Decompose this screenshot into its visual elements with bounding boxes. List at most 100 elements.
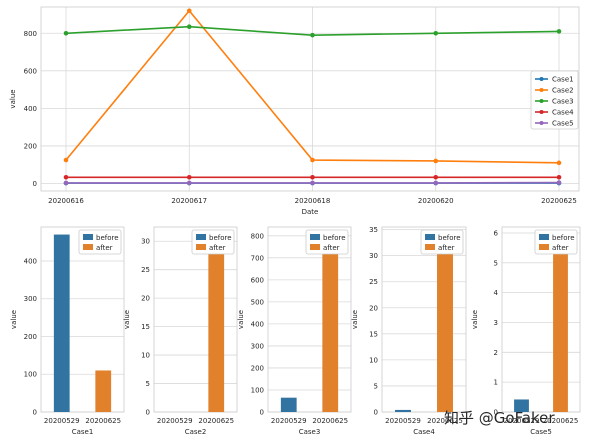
x-tick-label: 20200625 [198, 417, 234, 425]
bar-chart-case5: 0 1 2 3 4 5 6 20200529 20200625 Case5 value before a… [471, 226, 581, 436]
y-tick-label: 30 [141, 238, 150, 246]
y-tick-label: 600 [251, 276, 264, 284]
data-point-case3 [556, 29, 562, 34]
y-tick-label: 0 [494, 409, 498, 417]
y-tick-label: 100 [24, 371, 37, 379]
data-point-case2 [556, 160, 562, 166]
legend-marker-case1 [539, 77, 544, 81]
bar-chart-case4: 0 5 10 15 20 25 30 35 20200529 20200625 Case4 value… [351, 226, 467, 436]
bar-after-20200625 [553, 235, 568, 412]
x-axis-label: Case4 [413, 428, 435, 436]
y-tick-label: 400 [251, 320, 264, 328]
x-axis-label: Case5 [530, 428, 552, 436]
x-tick-label: 20200617 [171, 197, 207, 205]
legend-label: Case5 [552, 120, 574, 128]
y-tick-label: 1 [494, 379, 498, 387]
data-point-case4 [310, 174, 315, 180]
legend-swatch-after [539, 244, 549, 250]
data-point-case2 [433, 158, 439, 164]
y-tick-label: 400 [24, 105, 37, 113]
y-axis-label: value [10, 310, 18, 329]
bar-before-20200529 [53, 234, 70, 412]
x-tick-label: 20200625 [312, 417, 348, 425]
legend-label: Case4 [552, 109, 574, 117]
plot-area-frame [381, 226, 467, 413]
x-axis-label: Case2 [185, 428, 207, 436]
legend-label: Case2 [552, 87, 574, 95]
data-point-case5 [433, 180, 439, 186]
legend-swatch-after [196, 244, 206, 250]
y-tick-label: 25 [141, 266, 150, 274]
y-tick-label: 100 [251, 386, 264, 394]
y-tick-label: 700 [251, 254, 264, 262]
x-axis-label: Case1 [72, 428, 94, 436]
legend-label: after [552, 244, 569, 252]
y-tick-label: 200 [251, 364, 264, 372]
legend-swatch-after [83, 244, 93, 250]
bar-after-20200625 [322, 233, 339, 412]
y-tick-label: 0 [146, 409, 150, 417]
bar-chart-case1: 0 100 200 300 400 20200529 20200625 Case1 value b… [10, 226, 125, 436]
legend-label: after [96, 244, 113, 252]
y-tick-label: 10 [369, 356, 378, 364]
legend-label: Case3 [552, 98, 574, 106]
y-tick-label: 5 [146, 380, 150, 388]
data-point-case4 [63, 174, 69, 180]
x-tick-label: 20200625 [543, 417, 579, 425]
bar-before-20200529 [395, 409, 411, 412]
y-tick-label: 2 [494, 349, 498, 357]
legend-swatch-after [425, 244, 435, 250]
data-point-case2 [63, 157, 69, 163]
data-point-case2 [186, 8, 192, 14]
data-point-case5 [186, 180, 192, 186]
y-tick-label: 0 [33, 180, 37, 188]
data-point-case3 [63, 30, 69, 36]
bar-before-20200529 [280, 397, 297, 412]
plot-area-frame [267, 226, 352, 413]
legend-swatch-before [196, 234, 206, 240]
y-tick-label: 400 [24, 257, 37, 265]
legend-swatch-before [83, 234, 93, 240]
y-tick-label: 800 [24, 30, 37, 38]
bar-chart-case2: 0 5 10 15 20 25 30 20200529 20200625 Case2 value be… [123, 226, 238, 436]
data-point-case5 [310, 180, 315, 186]
y-tick-label: 4 [494, 289, 499, 297]
y-axis-label: value [351, 310, 359, 329]
legend-label: after [209, 244, 226, 252]
y-tick-label: 20 [369, 304, 378, 312]
x-tick-label: 20200625 [85, 417, 121, 425]
legend-label: before [552, 234, 575, 242]
x-tick-label: 20200625 [541, 197, 577, 205]
y-tick-label: 200 [24, 142, 37, 150]
x-tick-label: 20200529 [271, 417, 307, 425]
legend-swatch-before [539, 234, 549, 240]
legend-label: before [323, 234, 346, 242]
legend-swatch-before [310, 234, 320, 240]
y-tick-label: 20 [141, 295, 150, 303]
y-tick-label: 5 [494, 259, 498, 267]
legend-box [530, 70, 579, 130]
legend-label: before [96, 234, 119, 242]
data-point-case3 [310, 32, 315, 38]
y-tick-label: 35 [369, 226, 378, 234]
x-tick-label: 20200529 [504, 417, 540, 425]
plot-area-frame [40, 226, 125, 413]
x-tick-label: 20200616 [48, 197, 84, 205]
legend-marker-case4 [539, 110, 544, 114]
data-point-case2 [310, 157, 315, 163]
watermark-text: 知乎 @GoFaker [444, 409, 555, 427]
y-tick-label: 30 [369, 252, 378, 260]
x-tick-label: 20200620 [418, 197, 454, 205]
data-point-case5 [556, 180, 562, 185]
x-tick-label: 20200529 [385, 417, 421, 425]
data-point-case4 [556, 174, 562, 180]
bar-after-20200625 [95, 370, 112, 412]
plot-area-frame [153, 226, 238, 413]
plot-area-frame [501, 226, 581, 413]
y-tick-label: 0 [33, 409, 37, 417]
y-tick-label: 15 [369, 330, 378, 338]
y-tick-label: 3 [494, 319, 498, 327]
legend-label: after [438, 244, 455, 252]
x-tick-label: 20200529 [44, 417, 80, 425]
